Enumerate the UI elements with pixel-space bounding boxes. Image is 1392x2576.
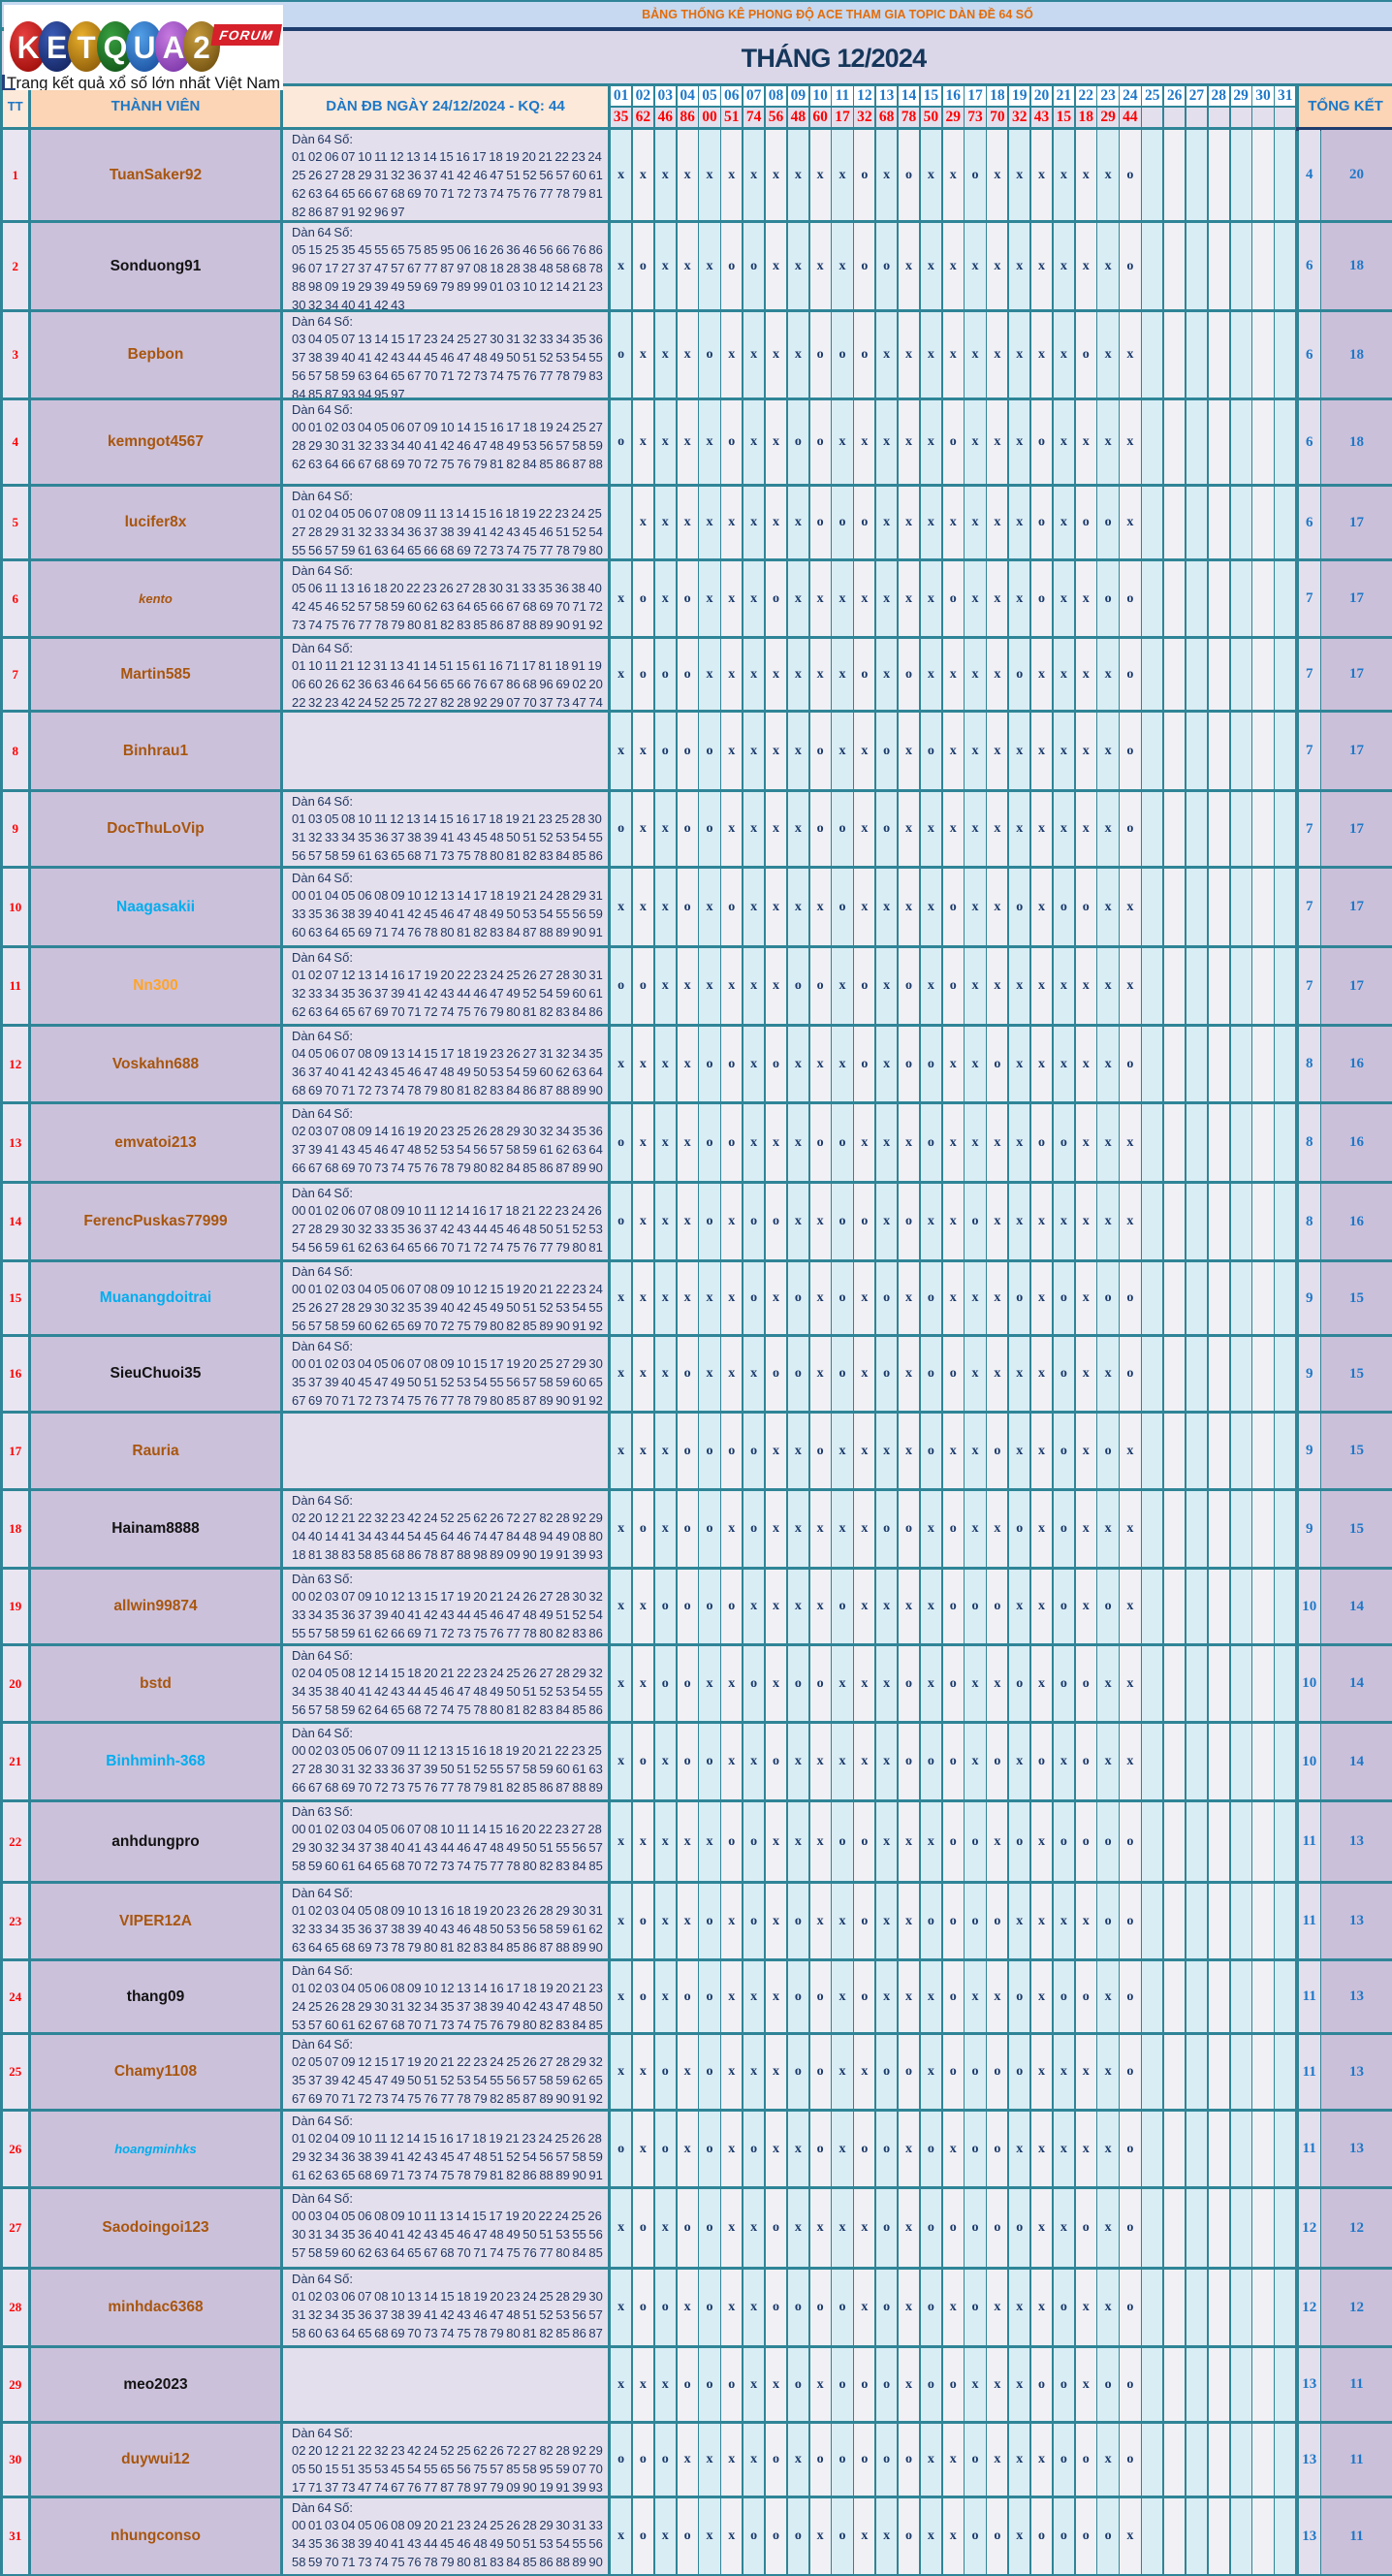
svg-text:K: K: [16, 30, 39, 65]
svg-text:Trang kết quả xổ số lớn nhất V: Trang kết quả xổ số lớn nhất Việt Nam: [7, 75, 280, 90]
svg-text:A: A: [162, 30, 184, 65]
svg-text:U: U: [133, 30, 155, 65]
svg-text:FORUM: FORUM: [218, 28, 274, 43]
svg-text:T: T: [77, 30, 96, 65]
svg-text:2: 2: [193, 30, 210, 65]
svg-text:Q: Q: [104, 30, 128, 65]
svg-text:E: E: [47, 30, 67, 65]
